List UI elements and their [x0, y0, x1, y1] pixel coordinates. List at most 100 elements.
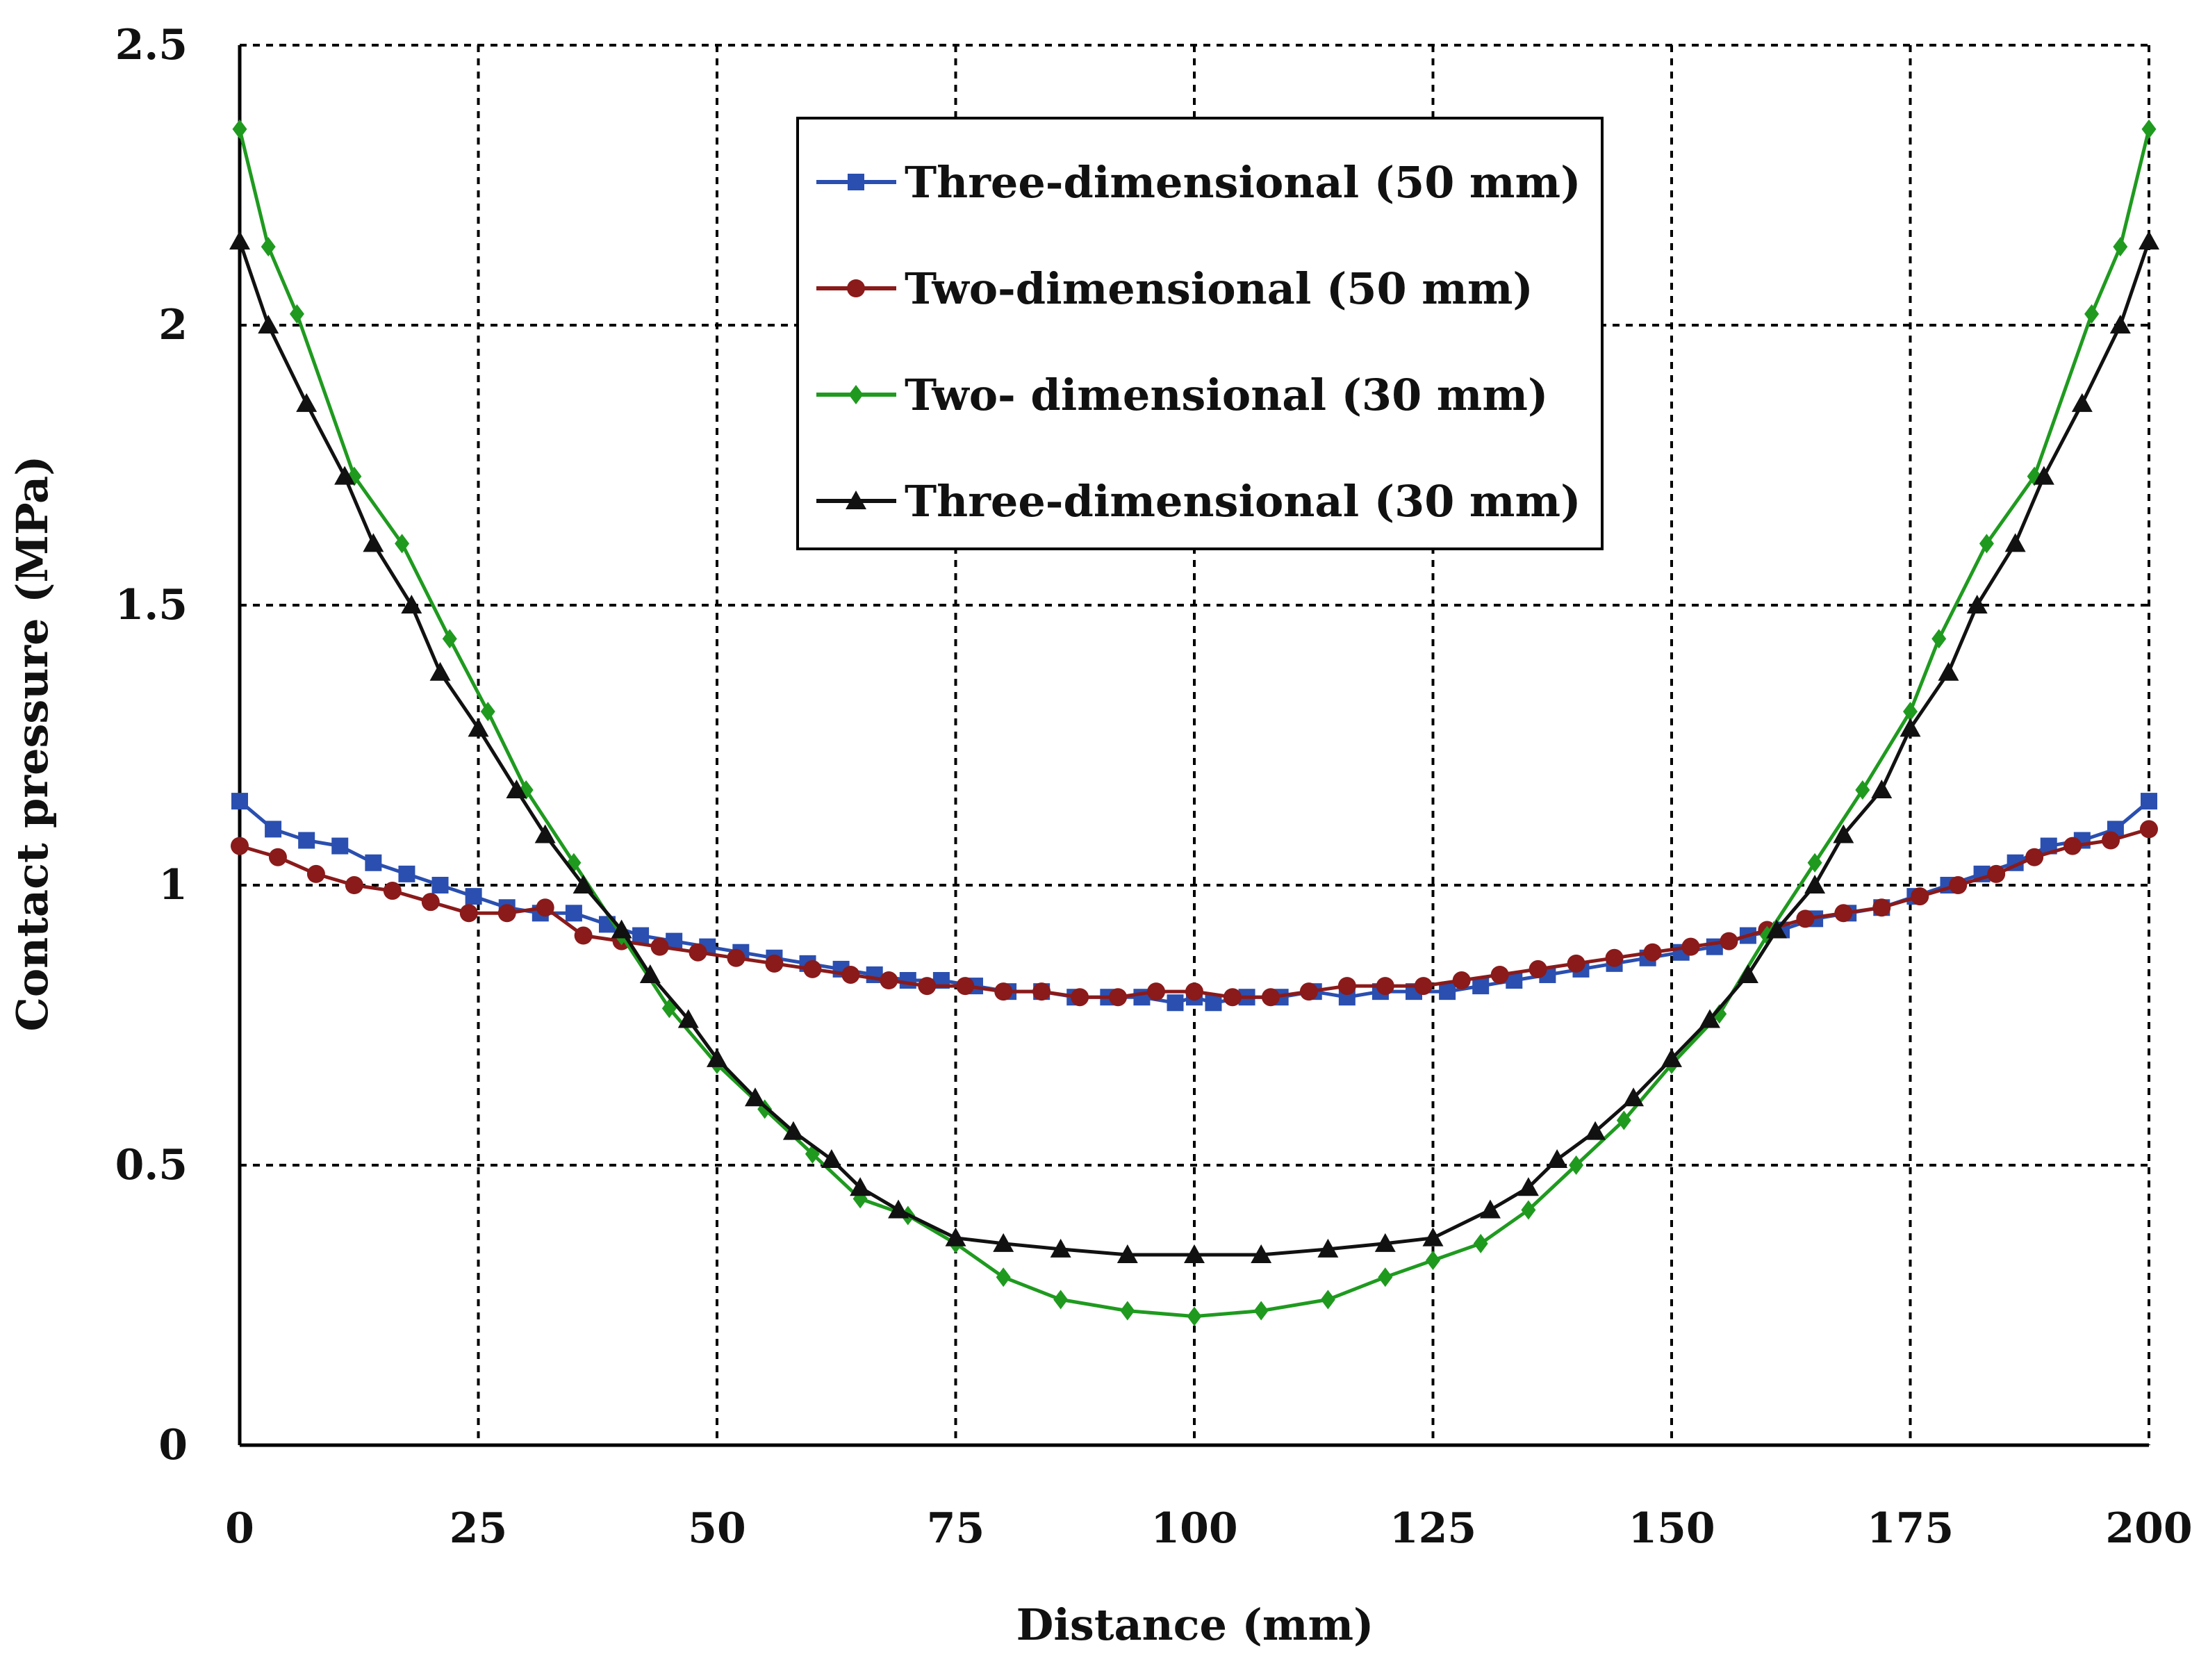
data-point — [1147, 982, 1166, 1001]
data-point — [565, 905, 582, 922]
data-point — [1903, 702, 1918, 722]
data-point — [899, 972, 916, 989]
data-point — [1223, 988, 1242, 1007]
data-point — [1911, 887, 1929, 906]
data-point — [1337, 977, 1356, 996]
data-point — [2140, 820, 2158, 839]
data-point — [821, 1148, 842, 1168]
data-point — [2141, 793, 2157, 810]
data-point — [803, 960, 822, 978]
data-point — [1623, 1087, 1645, 1107]
data-point — [1871, 779, 1893, 798]
data-point — [765, 954, 784, 973]
data-point — [2113, 237, 2128, 257]
data-point — [1737, 964, 1758, 983]
data-point — [1547, 1148, 1568, 1168]
data-point — [677, 1009, 699, 1028]
data-point — [1376, 977, 1394, 996]
data-point — [632, 927, 650, 944]
data-point — [468, 718, 489, 737]
data-point — [1320, 1290, 1335, 1310]
data-point — [1661, 1048, 1682, 1067]
data-point — [996, 1267, 1011, 1287]
data-point — [1766, 919, 1788, 939]
data-point — [744, 1087, 766, 1107]
data-point — [1681, 937, 1700, 956]
data-point — [2033, 466, 2054, 485]
data-point — [429, 661, 451, 681]
data-point — [1050, 1238, 1071, 1258]
y-tick-label: 0.5 — [115, 1141, 188, 1189]
data-point — [229, 231, 250, 250]
legend-box — [796, 117, 1604, 550]
data-point — [611, 919, 632, 939]
data-point — [1426, 1251, 1440, 1271]
data-point — [1585, 1121, 1606, 1140]
data-point — [1872, 898, 1891, 917]
data-point — [1834, 904, 1853, 923]
data-point — [506, 779, 527, 798]
legend-marker — [847, 279, 865, 297]
data-point — [536, 898, 554, 917]
data-point — [1414, 977, 1433, 996]
data-point — [1938, 661, 1959, 681]
legend-marker — [848, 385, 864, 404]
data-point — [1473, 1233, 1488, 1253]
data-point — [945, 1227, 966, 1246]
tick-labels: 0 25 50 75 100 125 150 175 200 0 0.5 1 1.5 2 2.5 — [115, 21, 2193, 1553]
data-series — [229, 119, 2159, 1326]
data-point — [994, 982, 1013, 1001]
data-point — [2084, 304, 2100, 324]
data-point — [1720, 932, 1738, 950]
data-point — [1804, 875, 1826, 893]
data-point — [1184, 1244, 1205, 1263]
data-point — [689, 943, 707, 962]
data-point — [1167, 994, 1184, 1012]
data-point — [534, 824, 556, 843]
data-point — [401, 595, 422, 613]
x-tick-label: 150 — [1628, 1504, 1715, 1553]
data-point — [1490, 965, 1509, 984]
data-point — [421, 893, 440, 912]
data-point — [365, 854, 382, 871]
data-point — [331, 837, 349, 855]
data-point — [1567, 954, 1585, 973]
data-point — [1452, 971, 1471, 990]
data-point — [261, 237, 276, 257]
data-point — [1605, 948, 1624, 967]
data-point — [1261, 988, 1280, 1007]
data-point — [480, 702, 495, 722]
data-point — [1378, 1267, 1393, 1287]
data-point — [231, 837, 249, 855]
x-tick-label: 0 — [225, 1504, 254, 1553]
data-point — [2139, 231, 2159, 250]
data-point — [298, 832, 315, 849]
data-point — [1032, 982, 1051, 1001]
data-point — [2109, 315, 2131, 333]
data-point — [1517, 1177, 1539, 1196]
data-point — [1966, 595, 1988, 613]
legend-label: Two-dimensional (50 mm) — [905, 263, 1533, 314]
data-point — [888, 1199, 909, 1219]
data-point — [1712, 1004, 1727, 1024]
x-tick-label: 50 — [688, 1504, 746, 1553]
data-point — [1317, 1238, 1339, 1258]
data-point — [268, 848, 287, 866]
axes — [238, 45, 2149, 1447]
data-point — [1253, 1301, 1269, 1321]
data-point — [1374, 1233, 1396, 1252]
data-point — [956, 977, 975, 996]
series-three-dimensional-30-mm — [229, 231, 2159, 1263]
data-point — [398, 865, 415, 882]
y-tick-label: 2.5 — [115, 21, 188, 69]
data-point — [1479, 1199, 1501, 1219]
y-tick-label: 2 — [158, 301, 188, 349]
data-point — [1949, 876, 1968, 894]
data-point — [1699, 1009, 1720, 1028]
legend-label: Two- dimensional (30 mm) — [905, 370, 1548, 420]
data-point — [442, 629, 457, 649]
data-point — [2063, 837, 2082, 855]
data-point — [231, 793, 248, 810]
data-point — [1422, 1227, 1444, 1246]
data-point — [572, 875, 594, 893]
